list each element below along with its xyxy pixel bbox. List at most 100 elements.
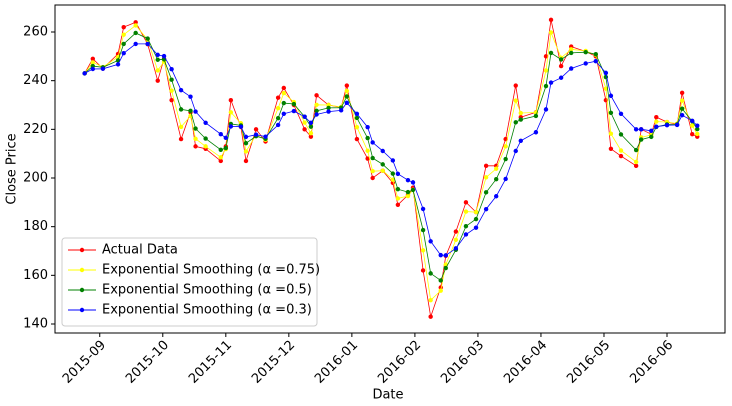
data-point <box>263 134 268 139</box>
data-point <box>603 86 609 91</box>
data-point <box>90 60 96 65</box>
data-point <box>193 136 198 142</box>
data-point <box>390 171 396 176</box>
data-point <box>90 56 96 61</box>
data-point <box>593 51 598 57</box>
y-tick-label: 140 <box>23 316 48 331</box>
data-point <box>428 314 433 319</box>
data-point <box>405 177 411 183</box>
data-point <box>354 115 360 121</box>
y-tick-label: 160 <box>23 268 48 283</box>
legend-label: Exponential Smoothing (α =0.3) <box>102 303 312 318</box>
data-point <box>291 108 297 114</box>
data-point <box>483 175 489 180</box>
data-point <box>354 124 360 130</box>
data-point <box>121 41 126 47</box>
legend-label: Exponential Smoothing (α =0.5) <box>102 283 312 298</box>
data-point <box>395 186 401 192</box>
y-tick-label: 180 <box>23 219 48 234</box>
data-point <box>593 59 598 64</box>
data-point <box>275 95 281 100</box>
data-point <box>253 132 259 137</box>
data-point <box>618 111 624 116</box>
data-point <box>503 156 508 162</box>
data-point <box>473 216 479 222</box>
data-point <box>420 206 426 212</box>
data-point <box>543 68 549 73</box>
data-point <box>695 126 700 132</box>
data-point <box>169 67 174 72</box>
data-point <box>155 68 160 73</box>
data-point <box>428 297 433 303</box>
data-point <box>203 144 208 149</box>
data-point <box>463 209 469 214</box>
data-point <box>695 123 700 128</box>
data-point <box>654 114 659 120</box>
legend-marker <box>79 267 85 273</box>
legend-marker <box>79 287 85 293</box>
data-point <box>618 148 624 153</box>
data-point <box>483 163 489 169</box>
data-point <box>518 110 523 116</box>
data-point <box>281 111 286 116</box>
data-point <box>121 32 126 37</box>
data-point <box>548 30 554 35</box>
data-point <box>370 140 375 145</box>
data-point <box>390 158 396 163</box>
data-point <box>308 120 314 125</box>
data-point <box>169 88 174 93</box>
data-point <box>243 149 249 154</box>
data-point <box>218 155 223 160</box>
data-point <box>380 162 385 167</box>
data-point <box>243 141 249 146</box>
data-point <box>438 288 443 293</box>
data-point <box>395 196 401 201</box>
data-point <box>133 20 138 25</box>
legend-marker <box>79 247 85 253</box>
data-point <box>463 223 469 229</box>
data-point <box>354 111 360 116</box>
data-point <box>420 268 426 273</box>
data-point <box>679 98 685 103</box>
data-point <box>558 75 564 80</box>
data-point <box>690 123 695 128</box>
data-point <box>583 50 588 55</box>
data-point <box>533 130 539 135</box>
data-point <box>618 132 624 137</box>
x-axis-label: Date <box>372 388 403 403</box>
y-tick-label: 220 <box>23 122 48 137</box>
data-point <box>275 105 281 111</box>
data-point <box>370 175 375 181</box>
data-point <box>679 106 685 111</box>
data-point <box>133 23 138 28</box>
data-point <box>690 118 695 124</box>
data-point <box>228 97 234 103</box>
data-point <box>513 98 518 103</box>
data-point <box>338 108 344 113</box>
data-point <box>453 229 459 234</box>
data-point <box>243 158 249 164</box>
data-point <box>302 127 307 132</box>
legend-label: Exponential Smoothing (α =0.75) <box>102 263 320 278</box>
data-point <box>410 180 416 185</box>
data-point <box>638 127 644 132</box>
data-point <box>633 147 639 153</box>
data-point <box>453 237 459 243</box>
data-point <box>370 168 375 174</box>
data-point <box>169 77 174 82</box>
data-point <box>121 50 126 56</box>
data-point <box>203 136 208 141</box>
data-point <box>513 120 518 125</box>
data-point <box>503 176 508 182</box>
data-point <box>548 80 554 85</box>
data-point <box>291 101 297 107</box>
data-point <box>380 148 385 154</box>
data-point <box>223 145 229 151</box>
data-point <box>188 108 193 114</box>
data-point <box>473 225 479 230</box>
data-point <box>518 117 523 122</box>
data-point <box>193 109 198 114</box>
data-point <box>308 124 314 129</box>
y-tick-label: 260 <box>23 25 48 40</box>
